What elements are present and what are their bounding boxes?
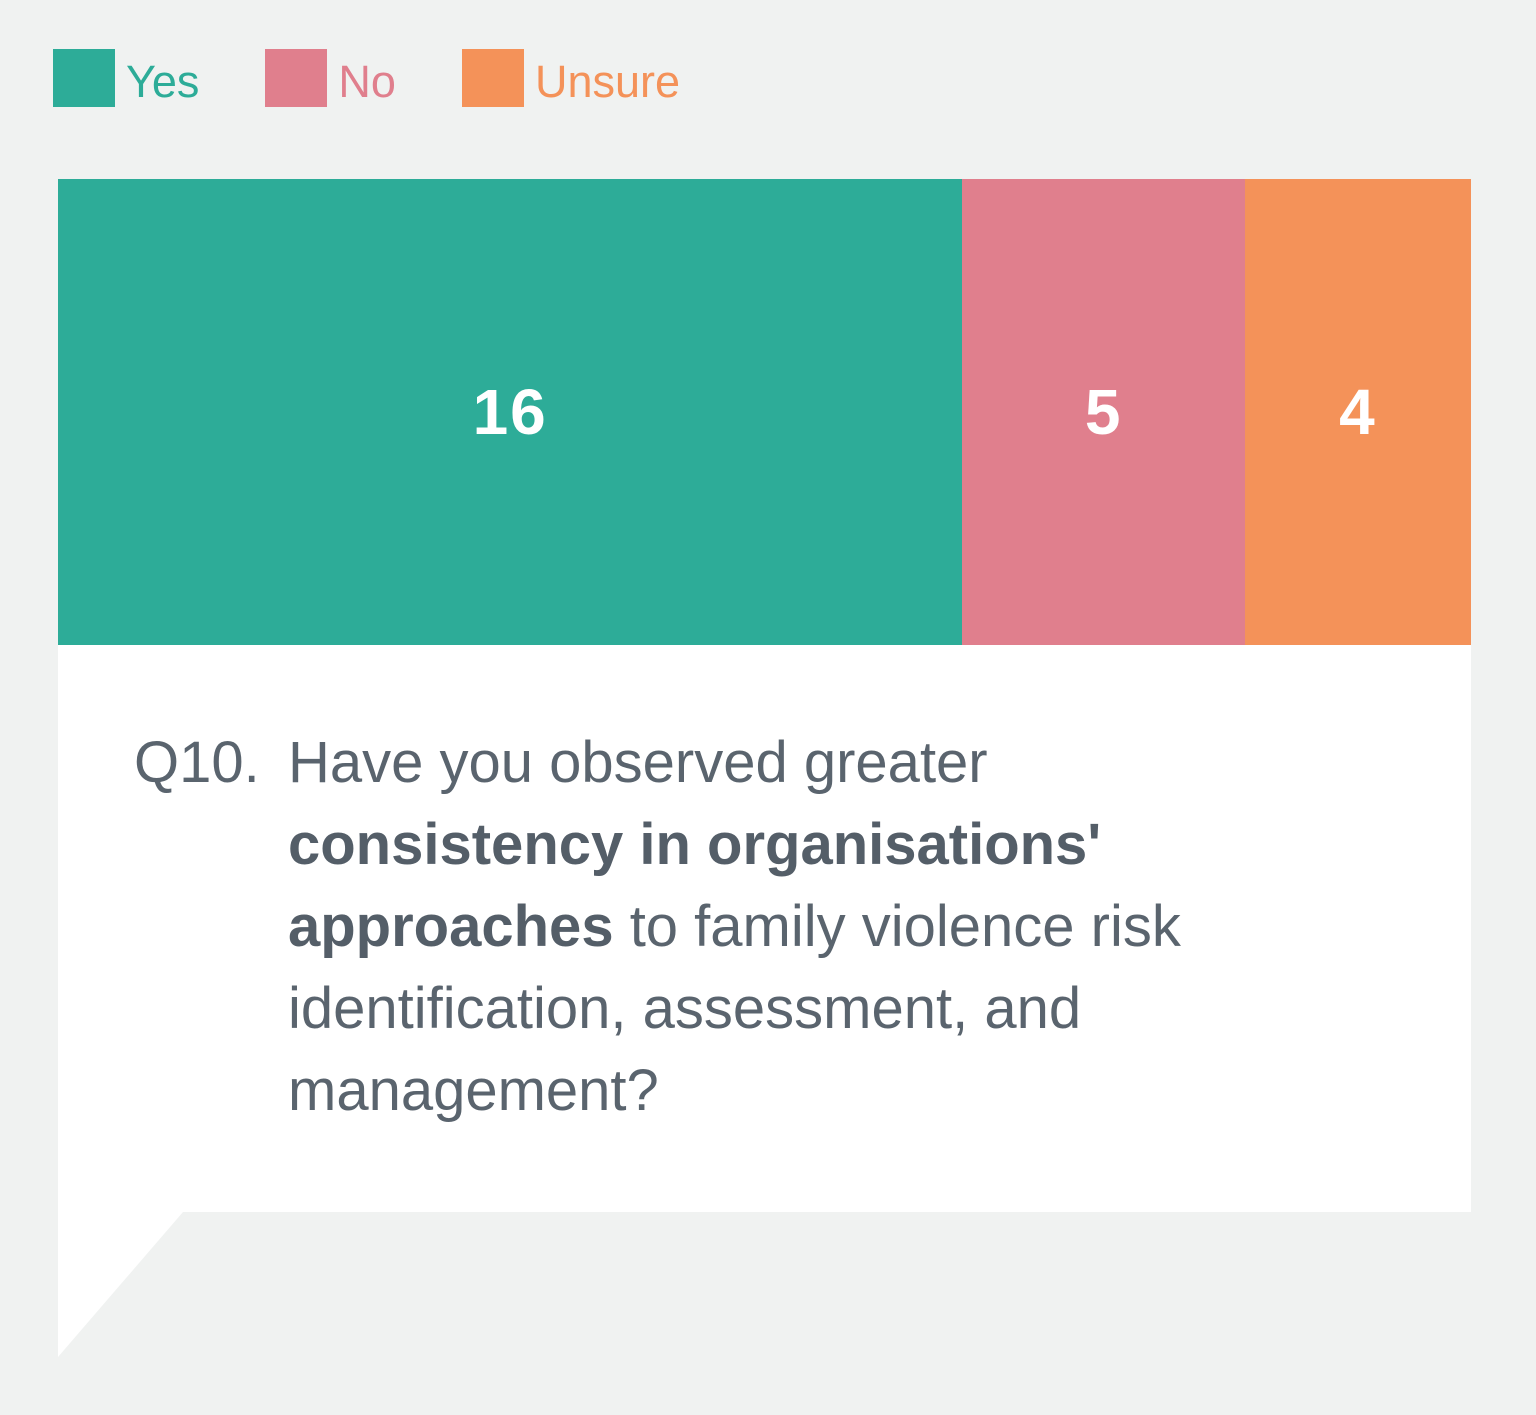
bar-segment-no: 5 <box>962 179 1245 645</box>
question-number: Q10. <box>134 730 260 795</box>
speech-bubble-tail <box>58 1212 183 1357</box>
question-line: management? <box>288 1058 659 1123</box>
legend-label-unsure: Unsure <box>534 55 681 107</box>
bar-value-yes: 16 <box>472 376 548 448</box>
legend-item-no: No <box>265 49 396 107</box>
unsure-color-swatch-icon <box>461 49 524 107</box>
no-color-swatch-icon <box>265 49 328 107</box>
bar-value-unsure: 4 <box>1339 376 1377 448</box>
question-line: approaches to family violence risk <box>288 894 1181 959</box>
bar-segment-yes: 16 <box>58 179 963 645</box>
question-line: consistency in organisations' <box>288 812 1102 877</box>
stacked-bar-chart: 16 5 4 <box>58 179 1471 645</box>
question-lines: Have you observed greater consistency in … <box>288 722 1431 1132</box>
question-line: Have you observed greater <box>288 730 988 795</box>
legend-label-no: No <box>338 55 396 107</box>
legend-label-yes: Yes <box>126 55 200 107</box>
question-text: Q10. Have you observed greater consistenc… <box>134 722 1431 1132</box>
question-bubble: Q10. Have you observed greater consistenc… <box>58 645 1471 1212</box>
yes-color-swatch-icon <box>53 49 115 107</box>
bar-segment-unsure: 4 <box>1244 179 1471 645</box>
legend-item-yes: Yes <box>53 49 199 107</box>
bar-value-no: 5 <box>1084 376 1123 448</box>
chart-legend: Yes No Unsure <box>53 49 680 107</box>
legend-item-unsure: Unsure <box>461 49 681 107</box>
question-line: identification, assessment, and <box>288 976 1082 1041</box>
